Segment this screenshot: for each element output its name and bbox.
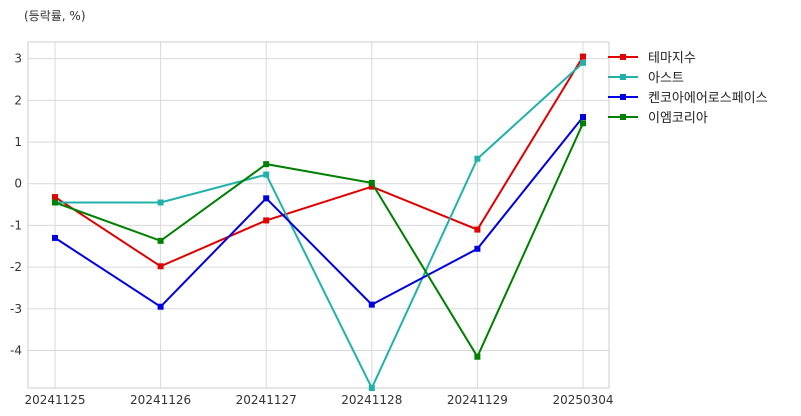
legend-label: 이엠코리아 [648,111,708,126]
y-tick-label: 0 [14,177,22,191]
data-point [474,155,481,162]
y-axis-ticks: 3 2 1 0 -1 -2 -3 -4 [10,52,22,358]
plot-frame [27,41,610,389]
legend-label: 아스트 [648,71,684,86]
legend-marker [620,94,626,100]
data-point [580,59,586,66]
y-tick-label: 2 [14,93,22,107]
data-point [157,237,164,244]
series-line [55,62,584,391]
x-tick-label: 20250304 [552,393,613,407]
legend-marker [620,54,626,60]
data-point [52,194,58,201]
legend-item: 아스트 [608,71,684,86]
grid [28,42,609,388]
series-1 [52,53,586,270]
legend-item: 이엠코리아 [608,111,708,126]
series-lines [52,53,586,391]
x-axis-ticks: 20241125 20241126 20241127 20241128 20241129… [24,393,613,407]
data-point [263,171,270,178]
y-tick-label: -2 [10,260,22,274]
x-tick-label: 20241129 [447,393,508,407]
data-point [157,303,164,310]
data-point [474,226,481,233]
data-point [263,161,270,168]
legend-item: 테마지수 [608,51,696,66]
series-line [54,56,584,268]
series-4 [52,120,586,360]
data-point [580,120,586,127]
data-point [368,179,375,186]
data-point [580,114,586,121]
y-tick-label: 1 [14,135,22,149]
data-point [52,199,58,206]
series-3 [52,114,586,310]
x-tick-label: 20241125 [24,393,85,407]
y-axis-label: (등락률, %) [24,9,86,23]
x-tick-label: 20241128 [341,393,402,407]
data-point [52,234,58,241]
data-point [580,53,586,60]
x-tick-label: 20241126 [130,393,191,407]
data-point [474,353,481,360]
data-point [157,263,164,270]
data-point [368,301,375,308]
y-tick-label: -1 [10,218,22,232]
series-line [54,116,584,308]
legend-label: 켄코아에어로스페이스 [648,91,768,106]
data-point [263,195,270,202]
series-line [54,122,584,359]
data-point [368,183,375,190]
x-tick-label: 20241127 [236,393,297,407]
legend-marker [620,114,626,120]
data-point [474,245,481,252]
y-tick-label: 3 [14,52,22,66]
y-tick-label: -4 [10,343,22,357]
legend-label: 테마지수 [648,51,696,66]
legend-marker [620,74,626,80]
y-tick-label: -3 [10,302,22,316]
data-point [263,217,270,224]
legend-item: 켄코아에어로스페이스 [608,91,768,106]
data-point [157,199,164,206]
data-point [368,385,375,391]
